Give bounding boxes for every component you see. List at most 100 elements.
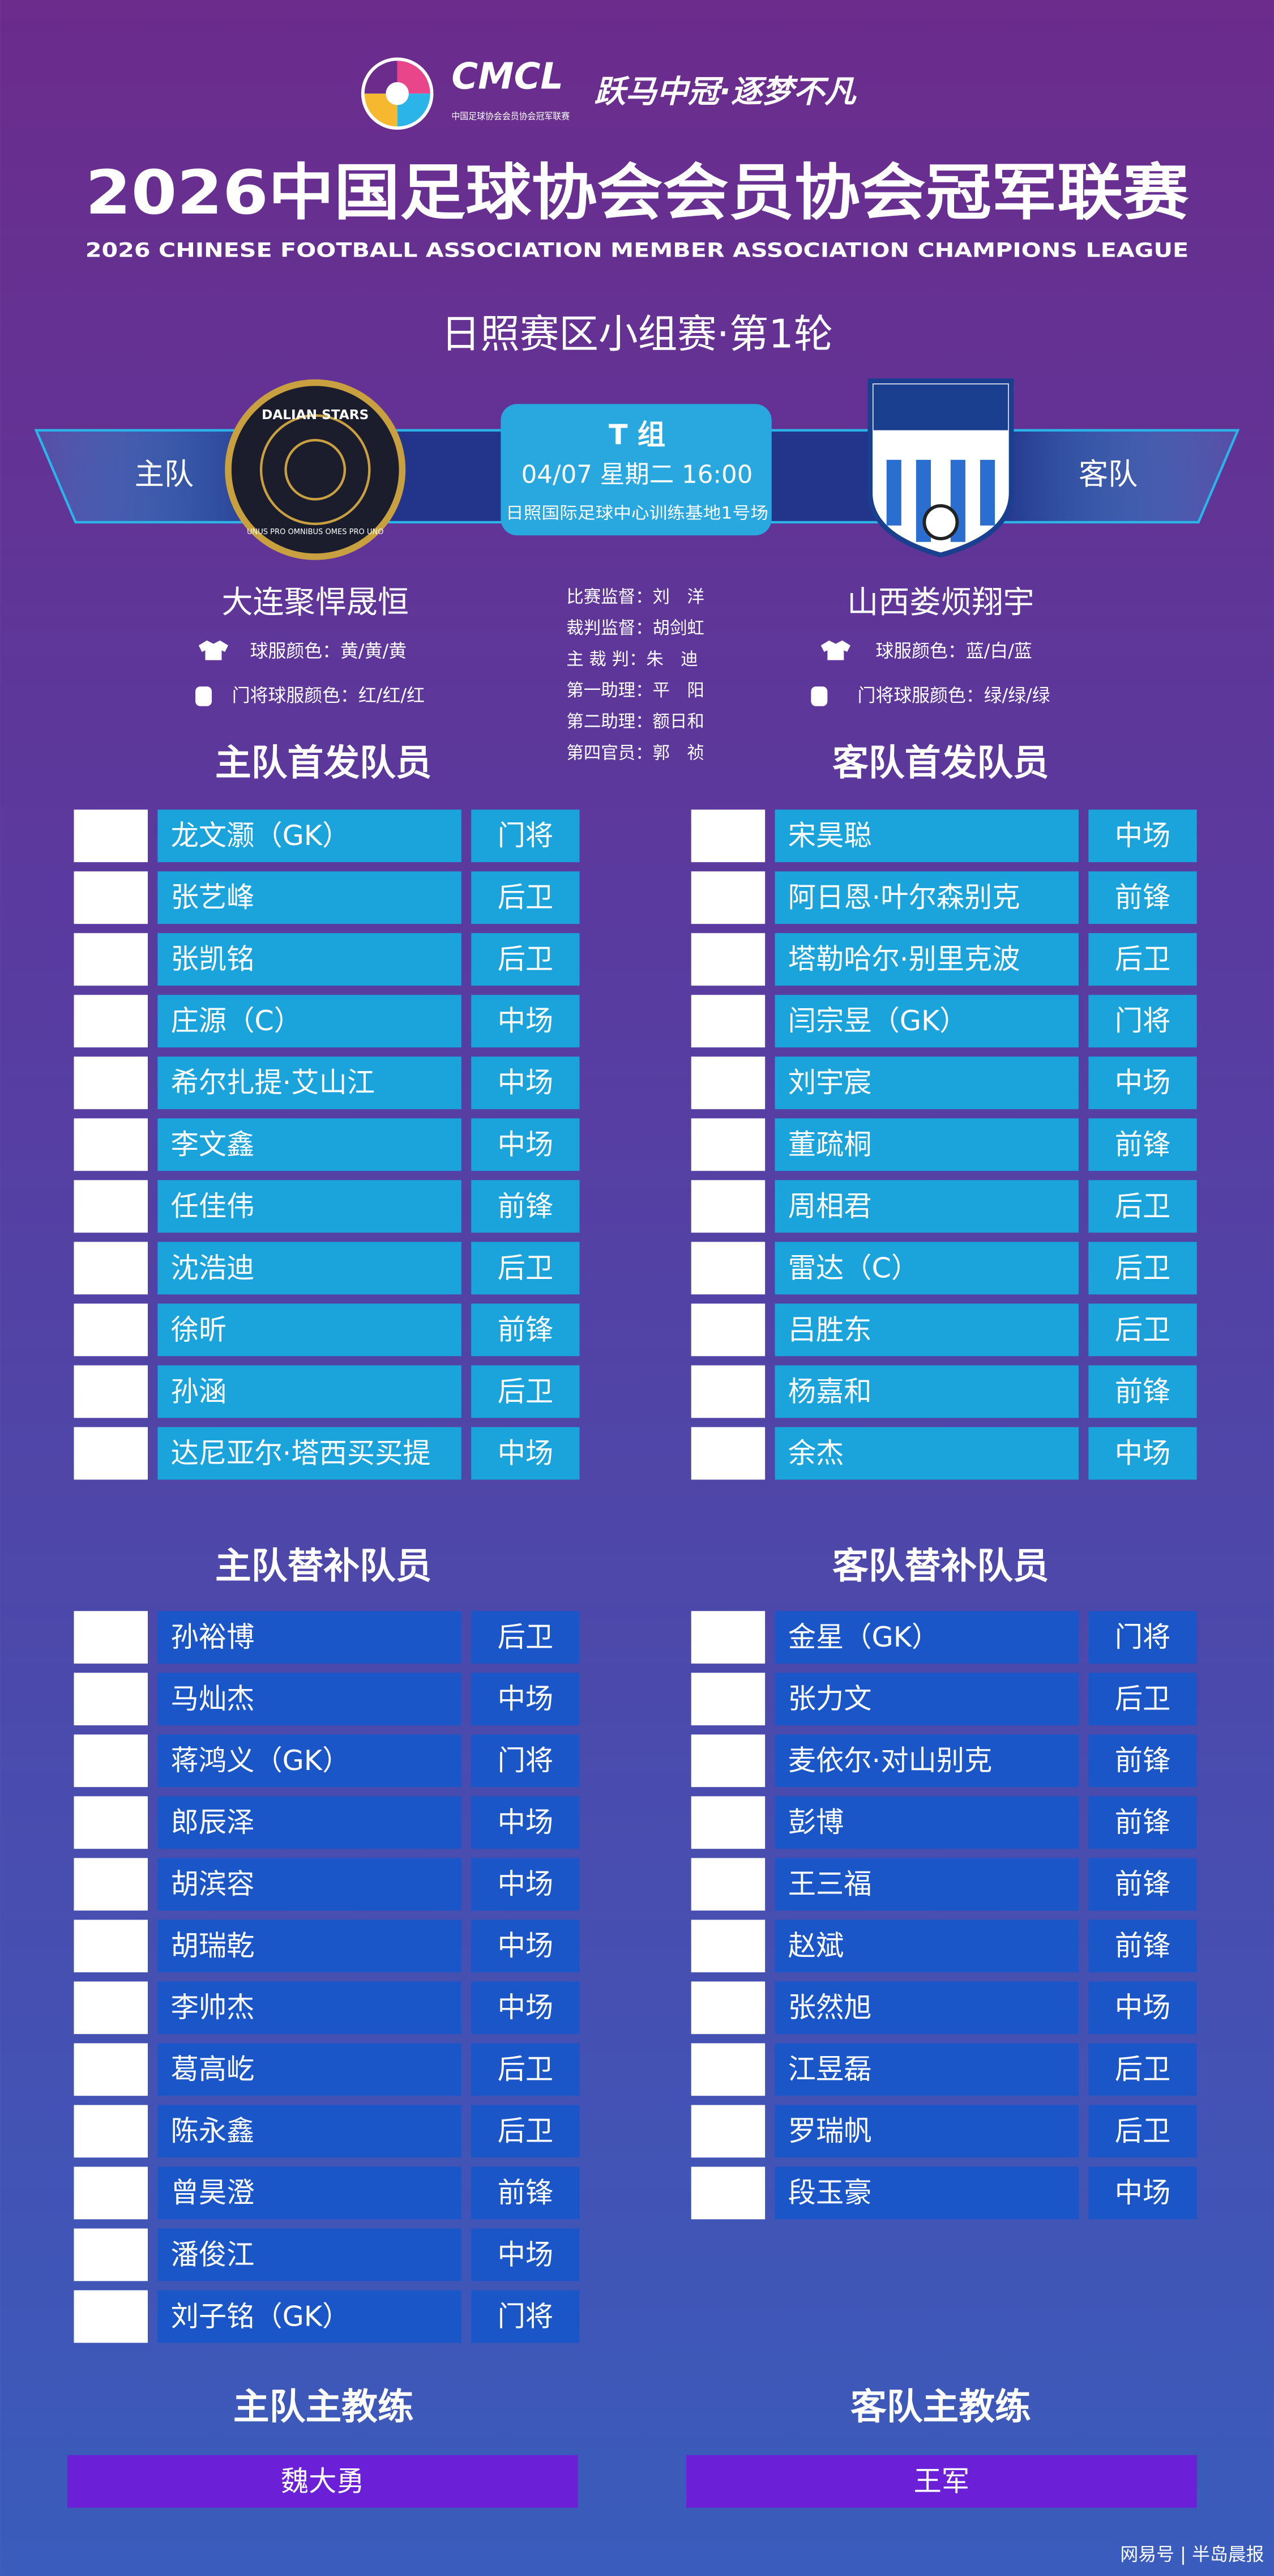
player-number: 08 <box>709 819 747 853</box>
player-position: 中场 <box>498 1682 554 1715</box>
player-name: 江昱磊 <box>788 2053 872 2085</box>
name-box <box>157 1796 461 1849</box>
player-number: 40 <box>709 2114 747 2148</box>
position-box <box>1088 933 1197 986</box>
away-label: 客队 <box>1079 458 1138 492</box>
player-position: 后卫 <box>498 881 554 914</box>
name-box <box>775 2043 1079 2096</box>
number-box <box>691 2105 766 2158</box>
name-box <box>775 995 1079 1048</box>
player-name: 马灿杰 <box>171 1682 255 1715</box>
player-position: 前锋 <box>1115 1744 1171 1777</box>
number-box <box>74 2228 148 2281</box>
player-number: 06 <box>709 1682 747 1716</box>
player-position: 前锋 <box>498 2176 554 2209</box>
coach-bar <box>686 2455 1197 2508</box>
position-box <box>471 1365 580 1418</box>
name-box <box>775 1427 1079 1480</box>
coach-title: 客队主教练 <box>850 2386 1031 2428</box>
name-box <box>775 809 1079 863</box>
official: 第一助理：平 阳 <box>566 681 704 701</box>
player-position: 门将 <box>498 2300 554 2332</box>
player-position: 中场 <box>498 1867 554 1900</box>
player-position: 中场 <box>498 1991 554 2024</box>
position-box <box>471 1242 580 1295</box>
name-box <box>775 1796 1079 1849</box>
position-box <box>1088 2166 1197 2220</box>
player-position: 后卫 <box>498 942 554 975</box>
number-box <box>691 995 766 1048</box>
player-name: 董疏桐 <box>788 1128 872 1161</box>
player-name: 葛高屹 <box>171 2053 255 2085</box>
subtitle: 2026 CHINESE FOOTBALL ASSOCIATION MEMBER… <box>85 240 1189 262</box>
player-number: 16 <box>709 1744 747 1778</box>
number-box <box>74 1673 148 1726</box>
player-position: 前锋 <box>498 1189 554 1222</box>
player-position: 门将 <box>498 819 554 852</box>
player-number: 22 <box>92 2114 130 2148</box>
player-number: 66 <box>709 2176 747 2210</box>
official: 第二助理：额日和 <box>566 712 704 732</box>
badge-text: SHANXI XIANGYU FC <box>875 436 1007 449</box>
position-box <box>1088 871 1197 924</box>
position-box <box>471 809 580 863</box>
player-name: 胡瑞乾 <box>171 1929 255 1962</box>
section-title: 客队首发队员 <box>832 743 1049 784</box>
name-box <box>157 1242 461 1295</box>
title: 2026中国足球协会会员协会冠军联赛 <box>85 157 1189 228</box>
number-box <box>74 1981 148 2035</box>
player-name: 闫宗昱（GK） <box>788 1004 968 1037</box>
name-box <box>157 871 461 924</box>
player-position: 中场 <box>498 1066 554 1099</box>
name-box <box>775 1858 1079 1911</box>
kit-colors: 球服颜色：黄/黄/黄 <box>250 640 407 662</box>
number-box <box>691 1427 766 1480</box>
position-box <box>1088 1796 1197 1849</box>
footer: 网易号 | 半岛晨报 <box>1120 2543 1264 2565</box>
position-box <box>471 1981 580 2035</box>
player-number: 06 <box>92 1004 130 1038</box>
player-number: 11 <box>92 1682 130 1716</box>
number-box <box>74 871 148 924</box>
position-box <box>471 995 580 1048</box>
number-box <box>691 1981 766 2035</box>
official: 主 裁 判：朱 迪 <box>566 650 698 669</box>
name-box <box>775 2105 1079 2158</box>
name-box <box>157 1611 461 1664</box>
position-box <box>471 1673 580 1726</box>
player-name: 张力文 <box>788 1682 872 1715</box>
player-name: 庄源（C） <box>171 1004 302 1037</box>
player-position: 后卫 <box>1115 942 1171 975</box>
number-box <box>691 1796 766 1849</box>
number-box <box>691 1734 766 1788</box>
number-box <box>74 1611 148 1664</box>
number-box <box>691 2166 766 2220</box>
position-box <box>1088 995 1197 1048</box>
position-box <box>1088 2105 1197 2158</box>
number-box <box>74 1734 148 1788</box>
number-box <box>691 1920 766 1973</box>
player-number: 23 <box>709 1189 747 1223</box>
player-name: 任佳伟 <box>171 1189 255 1222</box>
position-box <box>1088 1981 1197 2035</box>
name-box <box>157 2105 461 2158</box>
player-number: 26 <box>709 1251 747 1285</box>
venue: 日照国际足球中心训练基地1号场 <box>506 504 768 523</box>
position-box <box>471 1303 580 1357</box>
player-name: 龙文灏（GK） <box>171 819 350 852</box>
player-position: 中场 <box>498 1004 554 1037</box>
name-box <box>157 2043 461 2096</box>
position-box <box>471 2043 580 2096</box>
player-position: 前锋 <box>498 1313 554 1346</box>
position-box <box>1088 1611 1197 1664</box>
position-box <box>471 2290 580 2343</box>
player-position: 后卫 <box>1115 1251 1171 1284</box>
position-box <box>1088 1180 1197 1233</box>
position-box <box>471 1180 580 1233</box>
player-number: 23 <box>92 1313 130 1347</box>
player-number: 01 <box>709 1620 747 1654</box>
player-position: 后卫 <box>1115 1189 1171 1222</box>
position-box <box>471 933 580 986</box>
